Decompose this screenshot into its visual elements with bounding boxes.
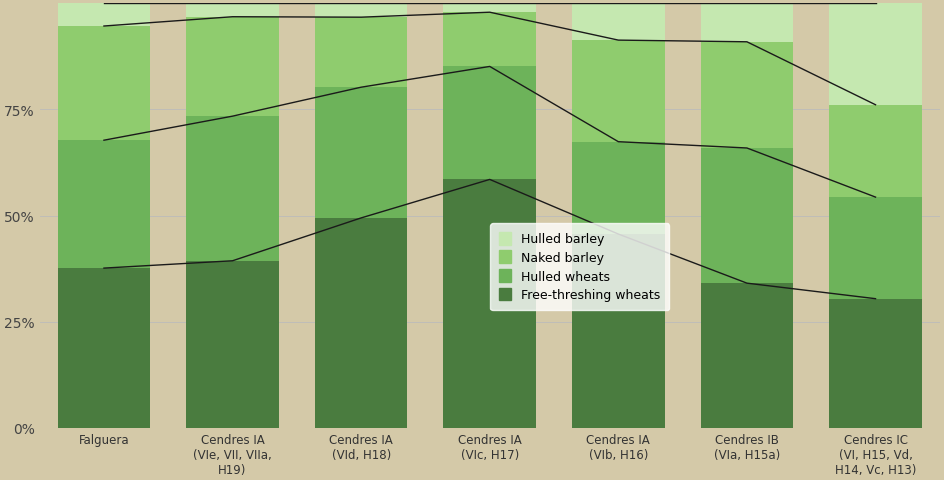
Bar xyxy=(829,198,922,299)
Bar xyxy=(315,18,408,88)
Bar xyxy=(444,180,536,428)
Bar xyxy=(572,4,665,41)
Bar xyxy=(186,18,278,117)
Bar xyxy=(444,13,536,67)
Bar xyxy=(444,4,536,13)
Bar xyxy=(315,88,408,218)
Bar xyxy=(700,149,793,284)
Bar xyxy=(315,4,408,18)
Bar xyxy=(58,4,150,27)
Bar xyxy=(829,106,922,198)
Bar xyxy=(572,143,665,235)
Bar xyxy=(444,67,536,180)
Bar xyxy=(186,4,278,18)
Bar xyxy=(58,27,150,141)
Bar xyxy=(700,284,793,428)
Bar xyxy=(58,268,150,428)
Bar xyxy=(572,41,665,143)
Bar xyxy=(315,218,408,428)
Bar xyxy=(829,4,922,106)
Bar xyxy=(829,299,922,428)
Bar xyxy=(186,261,278,428)
Bar xyxy=(700,4,793,43)
Bar xyxy=(186,117,278,261)
Bar xyxy=(572,235,665,428)
Legend: Hulled barley, Naked barley, Hulled wheats, Free-threshing wheats: Hulled barley, Naked barley, Hulled whea… xyxy=(490,224,669,311)
Bar xyxy=(58,141,150,268)
Bar xyxy=(700,43,793,149)
